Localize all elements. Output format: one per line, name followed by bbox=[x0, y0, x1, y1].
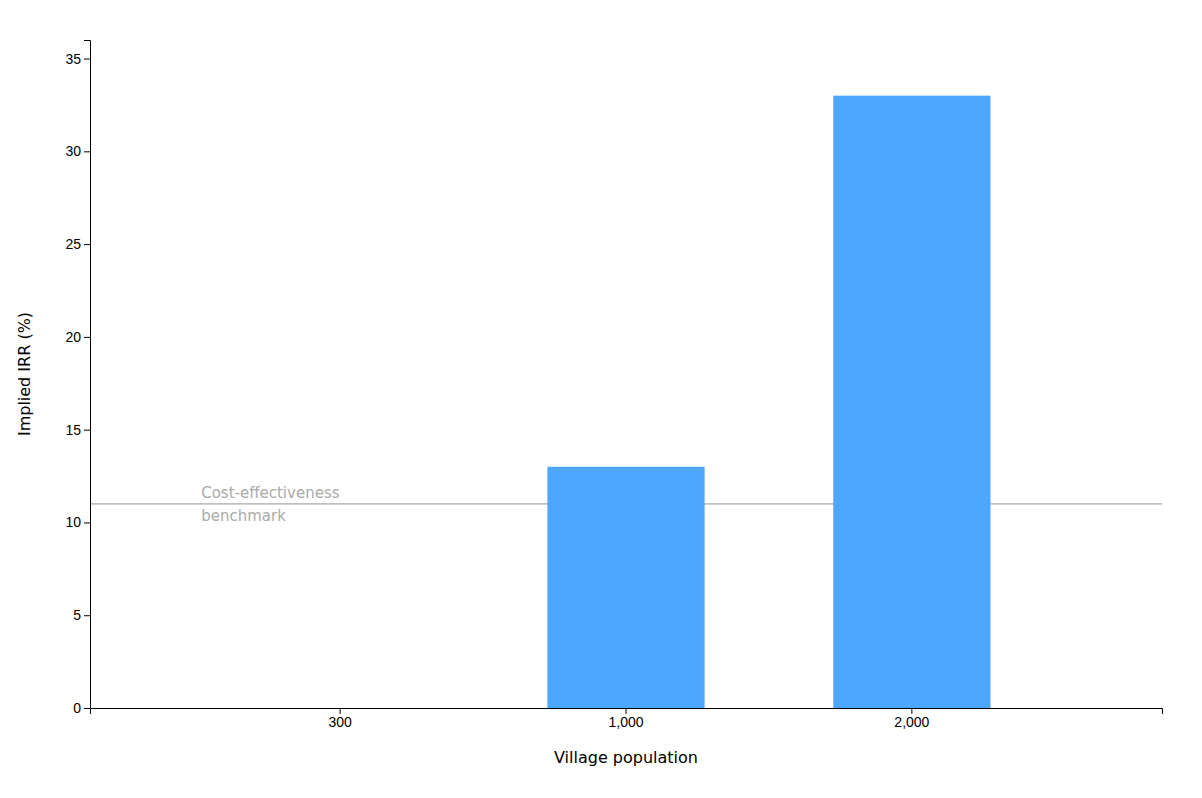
y-tick: 25 bbox=[65, 236, 90, 252]
y-tick-mark bbox=[84, 59, 90, 60]
y-tick-label: 5 bbox=[73, 607, 81, 623]
x-axis: 300 1,000 2,000 bbox=[91, 708, 1163, 730]
y-tick: 5 bbox=[73, 607, 90, 623]
x-tick-label: 1,000 bbox=[608, 714, 643, 730]
y-tick-mark bbox=[84, 337, 90, 338]
x-tick: 2,000 bbox=[894, 708, 929, 730]
y-tick-mark bbox=[84, 708, 90, 709]
x-tick: 300 bbox=[328, 708, 352, 730]
plot: Cost-effectivenessbenchmark3001,0002,000… bbox=[15, 41, 1163, 768]
bar bbox=[262, 708, 419, 709]
y-tick-label: 30 bbox=[65, 143, 81, 159]
y-tick-mark bbox=[84, 430, 90, 431]
y-axis-title: Implied IRR (%) bbox=[15, 312, 34, 436]
benchmark-label: Cost-effectiveness bbox=[201, 484, 340, 502]
benchmark-label: benchmark bbox=[201, 507, 286, 525]
x-tick-label: 300 bbox=[328, 714, 352, 730]
y-tick-label: 10 bbox=[65, 514, 81, 530]
y-tick: 30 bbox=[65, 143, 90, 159]
bar bbox=[833, 96, 990, 708]
y-tick: 20 bbox=[65, 329, 90, 345]
y-axis: 0 5 10 15 20 25 30 35 bbox=[65, 41, 90, 716]
y-tick-mark bbox=[84, 522, 90, 523]
chart: Cost-effectivenessbenchmark3001,0002,000… bbox=[0, 0, 1202, 798]
y-tick: 35 bbox=[65, 51, 90, 67]
y-tick-label: 35 bbox=[65, 51, 81, 67]
x-axis-title: Village population bbox=[554, 748, 698, 767]
bar bbox=[547, 467, 704, 708]
y-axis-line bbox=[84, 41, 91, 709]
y-tick: 10 bbox=[65, 514, 90, 530]
y-tick-mark bbox=[84, 615, 90, 616]
marks bbox=[90, 96, 1162, 708]
x-tick: 1,000 bbox=[608, 708, 643, 730]
y-tick-label: 25 bbox=[65, 236, 81, 252]
y-tick-mark bbox=[84, 244, 90, 245]
bars bbox=[547, 96, 990, 708]
y-tick-label: 20 bbox=[65, 329, 81, 345]
y-tick: 15 bbox=[65, 422, 90, 438]
y-tick: 0 bbox=[73, 700, 90, 716]
y-tick-mark bbox=[84, 151, 90, 152]
x-tick-label: 2,000 bbox=[894, 714, 929, 730]
y-tick-label: 15 bbox=[65, 422, 81, 438]
y-tick-label: 0 bbox=[73, 700, 81, 716]
